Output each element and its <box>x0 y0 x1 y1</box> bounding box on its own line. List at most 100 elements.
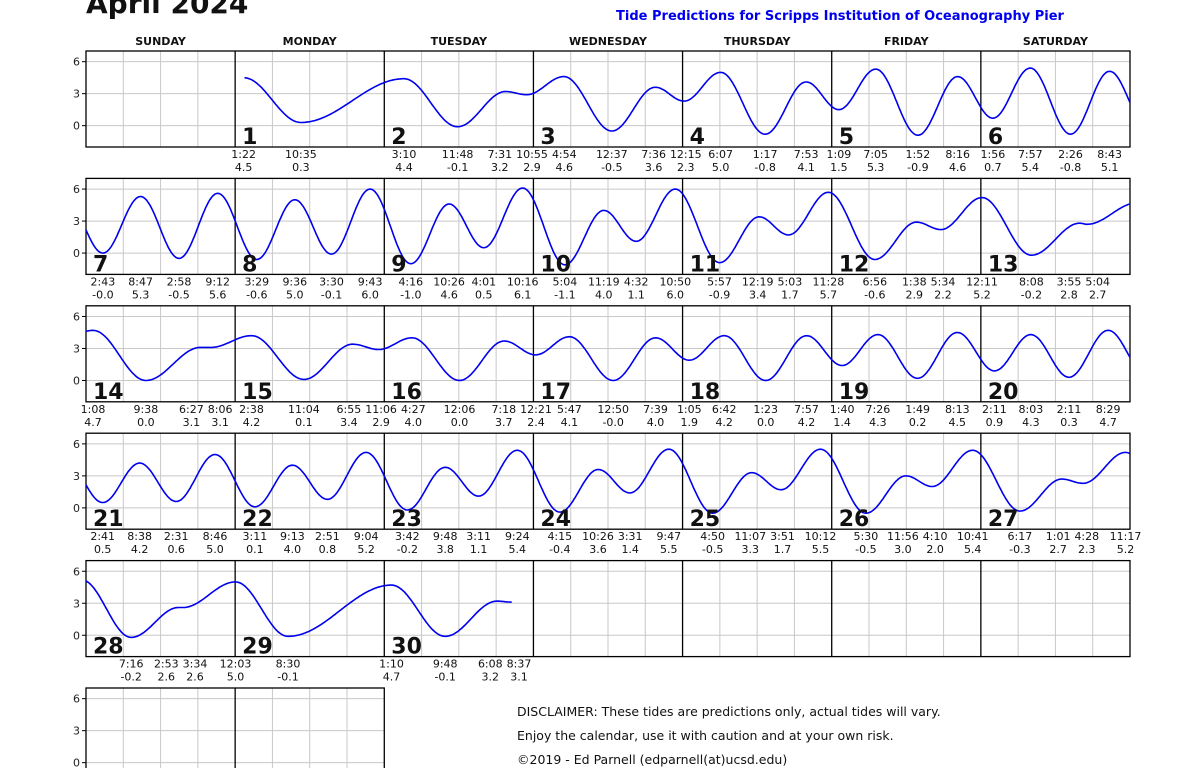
tide-curve <box>85 329 1131 382</box>
tide-height-label: 4.5 <box>235 161 253 174</box>
tide-height-label: 0.3 <box>292 161 310 174</box>
tide-height-label: 5.0 <box>286 288 304 301</box>
tide-time-label: 3:11 <box>466 530 491 543</box>
tide-height-label: 3.6 <box>589 543 607 556</box>
y-tick-label: 0 <box>73 502 80 515</box>
tide-height-label: 4.5 <box>949 416 967 429</box>
tide-time-label: 3:31 <box>618 530 643 543</box>
tide-height-label: 0.5 <box>94 543 112 556</box>
tide-height-label: 4.0 <box>405 416 423 429</box>
tide-time-label: 1:08 <box>81 403 106 416</box>
tide-height-label: 3.1 <box>510 671 528 684</box>
tide-time-label: 9:24 <box>505 530 530 543</box>
tide-time-label: 3:42 <box>395 530 420 543</box>
tide-height-label: 3.3 <box>742 543 760 556</box>
tide-height-label: 3.8 <box>436 543 454 556</box>
tide-height-label: 4.2 <box>715 416 733 429</box>
tide-time-label: 8:37 <box>507 658 532 671</box>
tide-time-label: 1:17 <box>753 148 778 161</box>
tide-time-label: 3:11 <box>243 530 268 543</box>
tide-height-label: 4.7 <box>84 416 102 429</box>
tide-time-label: 12:19 <box>742 275 774 288</box>
tide-time-label: 7:18 <box>491 403 516 416</box>
weekday-header: THURSDAY <box>724 35 792 48</box>
tide-height-label: -0.6 <box>864 288 885 301</box>
tide-time-label: 10:55 <box>516 148 548 161</box>
tide-time-label: 3:55 <box>1057 275 1082 288</box>
tide-time-label: 6:56 <box>862 275 887 288</box>
week-row-frame <box>85 177 1131 276</box>
tide-time-label: 5:30 <box>854 530 879 543</box>
tide-time-label: 10:26 <box>433 275 465 288</box>
tide-curve <box>85 580 512 639</box>
day-number: 19 <box>839 380 870 405</box>
tide-time-label: 5:04 <box>553 275 578 288</box>
tide-height-label: 2.3 <box>1078 543 1096 556</box>
week-row-plot: 0 3 6 <box>73 432 1131 530</box>
tide-height-label: 2.0 <box>926 543 944 556</box>
tide-height-label: 1.1 <box>627 288 645 301</box>
tide-height-label: 1.4 <box>833 416 851 429</box>
y-tick-label: 3 <box>73 342 80 355</box>
tide-height-label: -1.0 <box>400 288 421 301</box>
week-row-frame <box>85 432 1131 530</box>
y-tick-label: 6 <box>73 310 80 323</box>
tide-height-label: 2.8 <box>1060 288 1078 301</box>
tide-height-label: 2.4 <box>527 416 545 429</box>
tide-height-label: 0.2 <box>909 416 927 429</box>
day-number: 30 <box>391 635 422 660</box>
tide-height-label: 5.4 <box>964 543 982 556</box>
y-tick-label: 3 <box>73 597 80 610</box>
tide-time-label: 9:36 <box>282 275 307 288</box>
tide-height-label: -0.3 <box>1009 543 1030 556</box>
tide-height-label: 4.6 <box>556 161 574 174</box>
tide-time-label: 2:11 <box>1057 403 1082 416</box>
tide-height-label: -0.5 <box>601 161 622 174</box>
tide-time-label: 7:53 <box>794 148 819 161</box>
tide-time-label: 4:10 <box>923 530 948 543</box>
day-number: 29 <box>242 635 273 660</box>
tide-time-label: 1:22 <box>231 148 256 161</box>
tide-height-label: 6.0 <box>361 288 379 301</box>
tide-time-label: 3:10 <box>392 148 417 161</box>
tide-height-label: 4.0 <box>284 543 302 556</box>
tide-height-label: 5.2 <box>357 543 375 556</box>
tide-height-label: 5.6 <box>209 288 227 301</box>
tide-time-label: 4:54 <box>552 148 577 161</box>
y-tick-label: 6 <box>73 565 80 578</box>
week-row-frame <box>85 50 1131 148</box>
tide-height-label: 2.6 <box>186 671 204 684</box>
y-tick-label: 3 <box>73 215 80 228</box>
tide-height-label: 4.1 <box>561 416 579 429</box>
tide-height-label: 4.3 <box>1022 416 1040 429</box>
day-number: 21 <box>93 507 124 532</box>
y-tick-label: 6 <box>73 183 80 196</box>
tide-height-label: 1.7 <box>774 543 792 556</box>
tide-time-label: 8:08 <box>1019 275 1044 288</box>
tide-height-label: 0.0 <box>451 416 469 429</box>
tide-height-label: 1.1 <box>470 543 488 556</box>
disclaimer-line: Enjoy the calendar, use it with caution … <box>517 728 894 743</box>
tide-time-label: 2:41 <box>90 530 115 543</box>
day-number: 5 <box>839 125 854 150</box>
day-number: 26 <box>839 507 870 532</box>
tide-height-label: 3.7 <box>495 416 513 429</box>
tide-time-label: 9:12 <box>205 275 230 288</box>
day-number: 13 <box>988 252 1019 277</box>
tide-time-label: 2:51 <box>315 530 340 543</box>
tide-time-label: 7:57 <box>1018 148 1043 161</box>
weekday-header: MONDAY <box>283 35 338 48</box>
tide-curve <box>244 67 1131 136</box>
tide-height-label: -1.1 <box>554 288 575 301</box>
tide-time-label: 4:27 <box>401 403 426 416</box>
tide-time-label: 9:38 <box>134 403 159 416</box>
tide-height-label: 2.9 <box>906 288 924 301</box>
weekday-header: TUESDAY <box>431 35 488 48</box>
tide-height-label: 5.0 <box>712 161 730 174</box>
y-tick-label: 0 <box>73 374 80 387</box>
day-number: 15 <box>242 380 273 405</box>
tide-time-label: 11:19 <box>588 275 620 288</box>
tide-time-label: 8:16 <box>945 148 970 161</box>
tide-height-label: 5.4 <box>1022 161 1040 174</box>
tide-height-label: 1.4 <box>621 543 639 556</box>
